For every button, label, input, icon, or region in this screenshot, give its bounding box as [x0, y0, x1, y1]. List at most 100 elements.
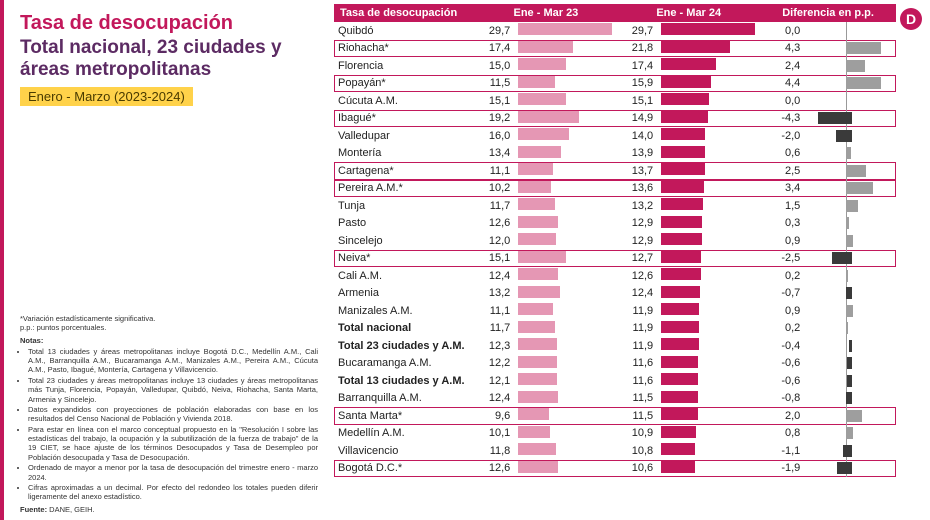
val23: 10,2	[475, 180, 515, 198]
diff-bar	[846, 287, 852, 299]
val24: 13,7	[617, 162, 657, 180]
notes-block: *Variación estadísticamente significativ…	[20, 314, 318, 515]
bar24-cell	[657, 57, 760, 75]
bar24	[661, 268, 701, 280]
bar24-cell	[657, 425, 760, 443]
table-row: Cartagena*11,113,72,5	[334, 162, 896, 180]
val24: 17,4	[617, 57, 657, 75]
th-diff: Diferencia en p.p.	[760, 4, 896, 22]
table-row: Montería13,413,90,6	[334, 145, 896, 163]
val23: 13,4	[475, 145, 515, 163]
bar24	[661, 128, 705, 140]
diff-bar-cell	[802, 267, 896, 285]
diff-bar-cell	[802, 127, 896, 145]
city-cell: Quibdó	[334, 22, 475, 40]
bar24	[661, 321, 699, 333]
bar23	[518, 286, 560, 298]
diff-bar-cell	[802, 355, 896, 373]
city-cell: Florencia	[334, 57, 475, 75]
diff-val: 3,4	[760, 180, 802, 198]
diff-bar-cell	[802, 390, 896, 408]
bar23-cell	[514, 407, 617, 425]
val24: 12,7	[617, 250, 657, 268]
bar23	[518, 93, 566, 105]
bar23	[518, 443, 555, 455]
diff-bar-cell	[802, 425, 896, 443]
table-row: Popayán*11,515,94,4	[334, 75, 896, 93]
city-cell: Tunja	[334, 197, 475, 215]
bar24	[661, 338, 699, 350]
bar24	[661, 111, 708, 123]
diff-bar-cell	[802, 232, 896, 250]
table-row: Barranquilla A.M.12,411,5-0,8	[334, 390, 896, 408]
val23: 12,0	[475, 232, 515, 250]
diff-bar	[846, 77, 881, 89]
bar23-cell	[514, 390, 617, 408]
diff-bar	[846, 410, 862, 422]
bar24	[661, 233, 702, 245]
bar24-cell	[657, 442, 760, 460]
title-sub: Total nacional, 23 ciudades y áreas metr…	[20, 37, 318, 81]
bar23-cell	[514, 285, 617, 303]
val23: 11,1	[475, 162, 515, 180]
city-cell: Total 23 ciudades y A.M.	[334, 337, 475, 355]
bar23	[518, 146, 560, 158]
bar24-cell	[657, 372, 760, 390]
bar23	[518, 41, 573, 53]
left-panel: Tasa de desocupación Total nacional, 23 …	[0, 0, 330, 520]
table-row: Santa Marta*9,611,52,0	[334, 407, 896, 425]
bar24	[661, 391, 697, 403]
table-row: Cúcuta A.M.15,115,10,0	[334, 92, 896, 110]
bar23	[518, 198, 555, 210]
bar23-cell	[514, 232, 617, 250]
title-main: Tasa de desocupación	[20, 12, 318, 35]
diff-bar-cell	[802, 57, 896, 75]
diff-val: 0,9	[760, 302, 802, 320]
bar23-cell	[514, 22, 617, 40]
val24: 13,6	[617, 180, 657, 198]
diff-bar-cell	[802, 215, 896, 233]
bar23	[518, 251, 566, 263]
val23: 15,1	[475, 250, 515, 268]
bar23-cell	[514, 442, 617, 460]
diff-bar	[849, 340, 852, 352]
bar24	[661, 356, 698, 368]
bar23	[518, 461, 558, 473]
bar23	[518, 303, 553, 315]
bar24	[661, 163, 704, 175]
bar24	[661, 23, 755, 35]
table-row: Pereira A.M.*10,213,63,4	[334, 180, 896, 198]
val23: 15,0	[475, 57, 515, 75]
diff-bar	[846, 165, 866, 177]
bar24	[661, 181, 704, 193]
bar24-cell	[657, 337, 760, 355]
bar24	[661, 426, 696, 438]
city-cell: Neiva*	[334, 250, 475, 268]
bar24	[661, 198, 703, 210]
val23: 17,4	[475, 40, 515, 58]
bar24	[661, 41, 730, 53]
city-cell: Cartagena*	[334, 162, 475, 180]
bar24	[661, 303, 699, 315]
val23: 13,2	[475, 285, 515, 303]
brand-logo-icon: D	[900, 8, 922, 30]
bar24	[661, 251, 701, 263]
bar24-cell	[657, 145, 760, 163]
bar24-cell	[657, 197, 760, 215]
table-row: Neiva*15,112,7-2,5	[334, 250, 896, 268]
bar24-cell	[657, 320, 760, 338]
diff-bar-cell	[802, 180, 896, 198]
city-cell: Santa Marta*	[334, 407, 475, 425]
diff-bar-cell	[802, 145, 896, 163]
val24: 21,8	[617, 40, 657, 58]
val23: 11,1	[475, 302, 515, 320]
val24: 10,9	[617, 425, 657, 443]
table-row: Armenia13,212,4-0,7	[334, 285, 896, 303]
diff-bar	[846, 42, 880, 54]
city-cell: Montería	[334, 145, 475, 163]
diff-val: 0,2	[760, 320, 802, 338]
bar23	[518, 163, 553, 175]
city-cell: Manizales A.M.	[334, 302, 475, 320]
table-row: Total nacional11,711,90,2	[334, 320, 896, 338]
val23: 12,2	[475, 355, 515, 373]
